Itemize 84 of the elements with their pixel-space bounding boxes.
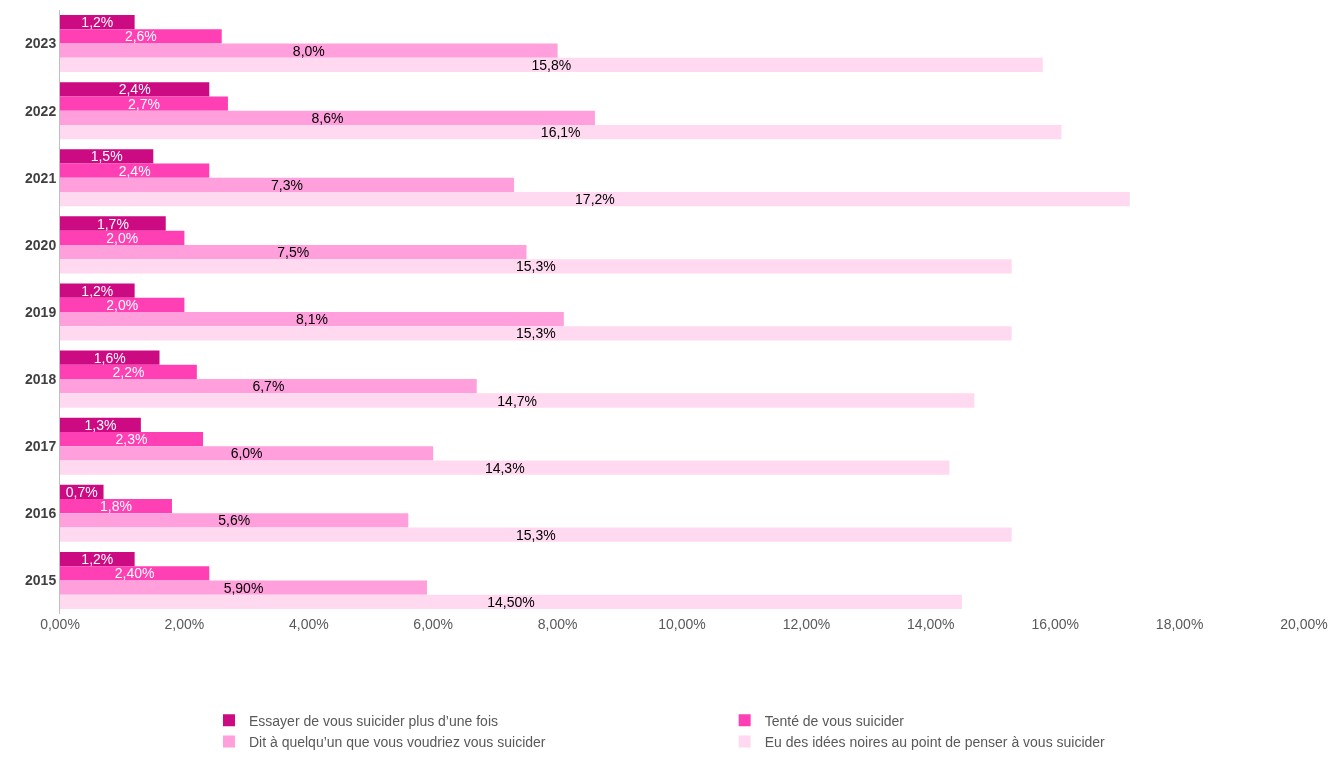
- x-tick-label: 12,00%: [782, 616, 831, 632]
- bar: [60, 446, 434, 461]
- bar: [60, 312, 564, 327]
- bar: [60, 244, 527, 260]
- data-label: 8,6%: [311, 109, 344, 126]
- data-label: 7,5%: [277, 244, 310, 261]
- x-tick-label: 14,00%: [907, 616, 955, 632]
- data-label: 2,4%: [118, 162, 151, 179]
- bar: [60, 326, 1012, 341]
- x-tick-label: 10,00%: [658, 616, 706, 632]
- legend-label: Essayer de vous suicider plus d’une fois: [248, 712, 499, 729]
- data-label: 2,6%: [124, 28, 157, 45]
- data-label: 0,7%: [65, 483, 98, 500]
- y-tick-label: 2023: [25, 35, 57, 52]
- bar: [60, 192, 1130, 207]
- x-tick-label: 2,00%: [164, 616, 205, 632]
- data-label: 2,2%: [112, 363, 145, 380]
- x-tick-label: 8,00%: [537, 616, 578, 632]
- data-label: 5,6%: [218, 512, 251, 529]
- data-label: 5,90%: [223, 579, 264, 596]
- legend-label: Tenté de vous suicider: [764, 712, 905, 729]
- data-label: 15,3%: [515, 526, 556, 543]
- x-tick-label: 16,00%: [1031, 616, 1079, 632]
- bar: [60, 96, 228, 111]
- data-label: 8,1%: [295, 311, 328, 328]
- bar: [60, 163, 210, 178]
- bar: [60, 43, 558, 58]
- x-tick-label: 20,00%: [1280, 616, 1328, 632]
- data-label: 1,3%: [84, 416, 117, 433]
- bar: [60, 177, 515, 193]
- data-label: 14,3%: [484, 459, 525, 476]
- data-label: 15,3%: [515, 258, 556, 275]
- data-label: 1,7%: [96, 215, 129, 232]
- bar: [60, 594, 962, 609]
- data-label: 7,3%: [271, 176, 303, 193]
- legend-label: Eu des idées noires au point de penser à vous suicider: [764, 733, 1106, 750]
- bar: [60, 283, 135, 298]
- bar: [60, 124, 1062, 140]
- x-tick-label: 6,00%: [413, 616, 454, 632]
- bar: [60, 29, 222, 44]
- data-label: 6,0%: [230, 445, 263, 462]
- y-tick-label: 2020: [25, 236, 57, 253]
- bar: [60, 379, 477, 394]
- y-tick-label: 2022: [25, 102, 57, 119]
- data-label: 1,2%: [81, 14, 114, 31]
- data-label: 1,8%: [100, 498, 132, 515]
- bar: [60, 393, 975, 408]
- x-tick-label: 18,00%: [1155, 616, 1204, 632]
- data-label: 2,3%: [115, 431, 148, 448]
- bar: [60, 580, 427, 595]
- bar: [60, 82, 210, 97]
- data-label: 1,5%: [90, 148, 123, 165]
- bar: [60, 216, 166, 231]
- y-tick-label: 2019: [25, 303, 57, 320]
- y-tick-label: 2021: [25, 169, 57, 186]
- y-tick-label: 2017: [25, 438, 57, 455]
- y-tick-label: 2016: [25, 505, 57, 522]
- data-label: 1,6%: [93, 349, 126, 366]
- data-label: 16,1%: [540, 124, 581, 141]
- x-tick-label: 4,00%: [288, 616, 329, 632]
- data-label: 15,8%: [531, 56, 572, 73]
- data-label: 1,2%: [81, 551, 114, 568]
- bar: [60, 149, 154, 164]
- data-label: 1,2%: [81, 282, 114, 299]
- data-label: 17,2%: [575, 191, 615, 208]
- y-tick-label: 2018: [25, 371, 57, 388]
- bar: [60, 513, 409, 528]
- data-label: 14,7%: [497, 392, 538, 409]
- bar: [60, 527, 1012, 542]
- legend-label: Dit à quelqu’un que vous voudriez vous suicider: [248, 733, 546, 750]
- data-label: 2,0%: [106, 296, 139, 313]
- bar: [60, 259, 1012, 274]
- bar: [60, 57, 1043, 73]
- data-label: 14,50%: [487, 593, 535, 610]
- data-label: 2,7%: [128, 95, 160, 112]
- data-label: 8,0%: [292, 42, 325, 59]
- y-tick-label: 2015: [25, 572, 57, 589]
- data-label: 15,3%: [515, 325, 556, 342]
- bar: [60, 110, 595, 125]
- bar: [60, 460, 950, 475]
- data-label: 6,7%: [252, 378, 285, 395]
- data-label: 2,4%: [118, 81, 151, 98]
- data-label: 2,40%: [114, 565, 155, 582]
- x-tick-label: 0,00%: [40, 616, 80, 632]
